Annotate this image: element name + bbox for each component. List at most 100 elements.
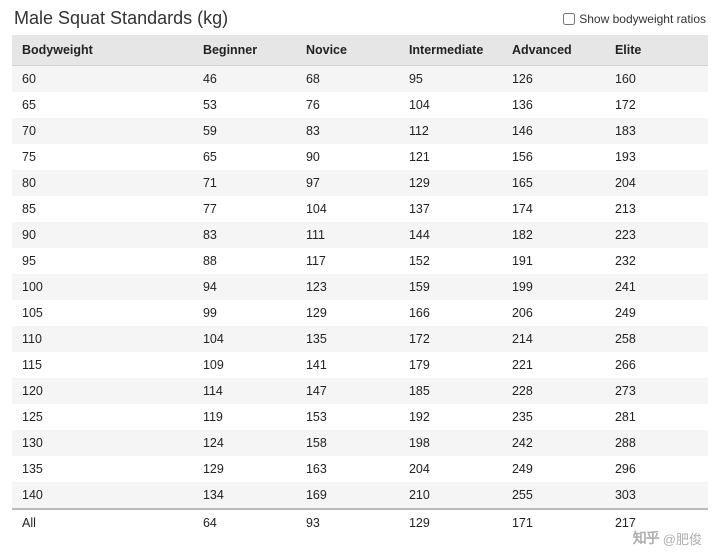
table-cell: 110 (12, 326, 193, 352)
table-cell: 71 (193, 170, 296, 196)
table-cell: 159 (399, 274, 502, 300)
table-cell: 273 (605, 378, 708, 404)
table-row: 135129163204249296 (12, 456, 708, 482)
table-cell: 125 (12, 404, 193, 430)
table-row: 140134169210255303 (12, 482, 708, 509)
col-header-intermediate: Intermediate (399, 35, 502, 66)
table-header-row: Bodyweight Beginner Novice Intermediate … (12, 35, 708, 66)
table-cell: 137 (399, 196, 502, 222)
col-header-advanced: Advanced (502, 35, 605, 66)
bodyweight-ratio-checkbox[interactable] (563, 13, 575, 25)
table-cell: 104 (399, 92, 502, 118)
table-cell: 77 (193, 196, 296, 222)
table-row: 807197129165204 (12, 170, 708, 196)
table-cell: 204 (399, 456, 502, 482)
table-cell: 120 (12, 378, 193, 404)
table-cell: 213 (605, 196, 708, 222)
table-row: 125119153192235281 (12, 404, 708, 430)
table-cell: 88 (193, 248, 296, 274)
table-cell: 94 (193, 274, 296, 300)
table-cell: 152 (399, 248, 502, 274)
table-cell: 281 (605, 404, 708, 430)
table-cell: 135 (12, 456, 193, 482)
table-cell: 235 (502, 404, 605, 430)
table-cell: 53 (193, 92, 296, 118)
table-cell: 126 (502, 66, 605, 93)
table-cell: 160 (605, 66, 708, 93)
table-cell: 140 (12, 482, 193, 509)
table-cell: 115 (12, 352, 193, 378)
table-cell: 85 (12, 196, 193, 222)
table-cell: 141 (296, 352, 399, 378)
table-cell: 95 (12, 248, 193, 274)
table-cell: 46 (193, 66, 296, 93)
table-row: 130124158198242288 (12, 430, 708, 456)
table-cell: 68 (296, 66, 399, 93)
table-cell: 130 (12, 430, 193, 456)
table-cell: 288 (605, 430, 708, 456)
table-cell: 99 (193, 300, 296, 326)
table-cell: 109 (193, 352, 296, 378)
table-cell: 59 (193, 118, 296, 144)
col-header-beginner: Beginner (193, 35, 296, 66)
table-cell: 165 (502, 170, 605, 196)
table-cell: 255 (502, 482, 605, 509)
summary-row: All6493129171217 (12, 509, 708, 536)
table-cell: 210 (399, 482, 502, 509)
table-cell: 129 (296, 300, 399, 326)
table-cell: 119 (193, 404, 296, 430)
table-cell: 124 (193, 430, 296, 456)
table-cell: 174 (502, 196, 605, 222)
table-cell: 146 (502, 118, 605, 144)
table-cell: 266 (605, 352, 708, 378)
standards-table: Bodyweight Beginner Novice Intermediate … (12, 35, 708, 536)
table-cell: 172 (399, 326, 502, 352)
bodyweight-ratio-toggle[interactable]: Show bodyweight ratios (563, 12, 706, 26)
table-row: 756590121156193 (12, 144, 708, 170)
table-cell: 90 (296, 144, 399, 170)
table-cell: 75 (12, 144, 193, 170)
table-row: 10094123159199241 (12, 274, 708, 300)
table-cell: 121 (399, 144, 502, 170)
table-cell: 136 (502, 92, 605, 118)
table-cell: 193 (605, 144, 708, 170)
table-row: 9588117152191232 (12, 248, 708, 274)
table-cell: 217 (605, 509, 708, 536)
table-cell: 104 (193, 326, 296, 352)
table-cell: 64 (193, 509, 296, 536)
table-cell: 241 (605, 274, 708, 300)
table-cell: 95 (399, 66, 502, 93)
table-cell: 232 (605, 248, 708, 274)
table-row: 705983112146183 (12, 118, 708, 144)
bodyweight-ratio-label: Show bodyweight ratios (579, 12, 706, 26)
table-cell: 117 (296, 248, 399, 274)
table-cell: 249 (605, 300, 708, 326)
table-cell: 129 (193, 456, 296, 482)
table-cell: 70 (12, 118, 193, 144)
table-cell: 206 (502, 300, 605, 326)
table-cell: 134 (193, 482, 296, 509)
table-row: 110104135172214258 (12, 326, 708, 352)
table-cell: 198 (399, 430, 502, 456)
table-cell: 76 (296, 92, 399, 118)
table-cell: 172 (605, 92, 708, 118)
table-cell: 93 (296, 509, 399, 536)
table-cell: 296 (605, 456, 708, 482)
table-cell: 105 (12, 300, 193, 326)
table-cell: 65 (193, 144, 296, 170)
table-cell: 111 (296, 222, 399, 248)
table-cell: 191 (502, 248, 605, 274)
table-cell: 204 (605, 170, 708, 196)
table-row: 115109141179221266 (12, 352, 708, 378)
table-cell: 228 (502, 378, 605, 404)
table-cell: 156 (502, 144, 605, 170)
table-cell: 163 (296, 456, 399, 482)
table-cell: 303 (605, 482, 708, 509)
table-cell: 65 (12, 92, 193, 118)
col-header-elite: Elite (605, 35, 708, 66)
table-cell: 97 (296, 170, 399, 196)
table-cell: 129 (399, 509, 502, 536)
table-cell: 114 (193, 378, 296, 404)
table-cell: 185 (399, 378, 502, 404)
table-cell: 199 (502, 274, 605, 300)
